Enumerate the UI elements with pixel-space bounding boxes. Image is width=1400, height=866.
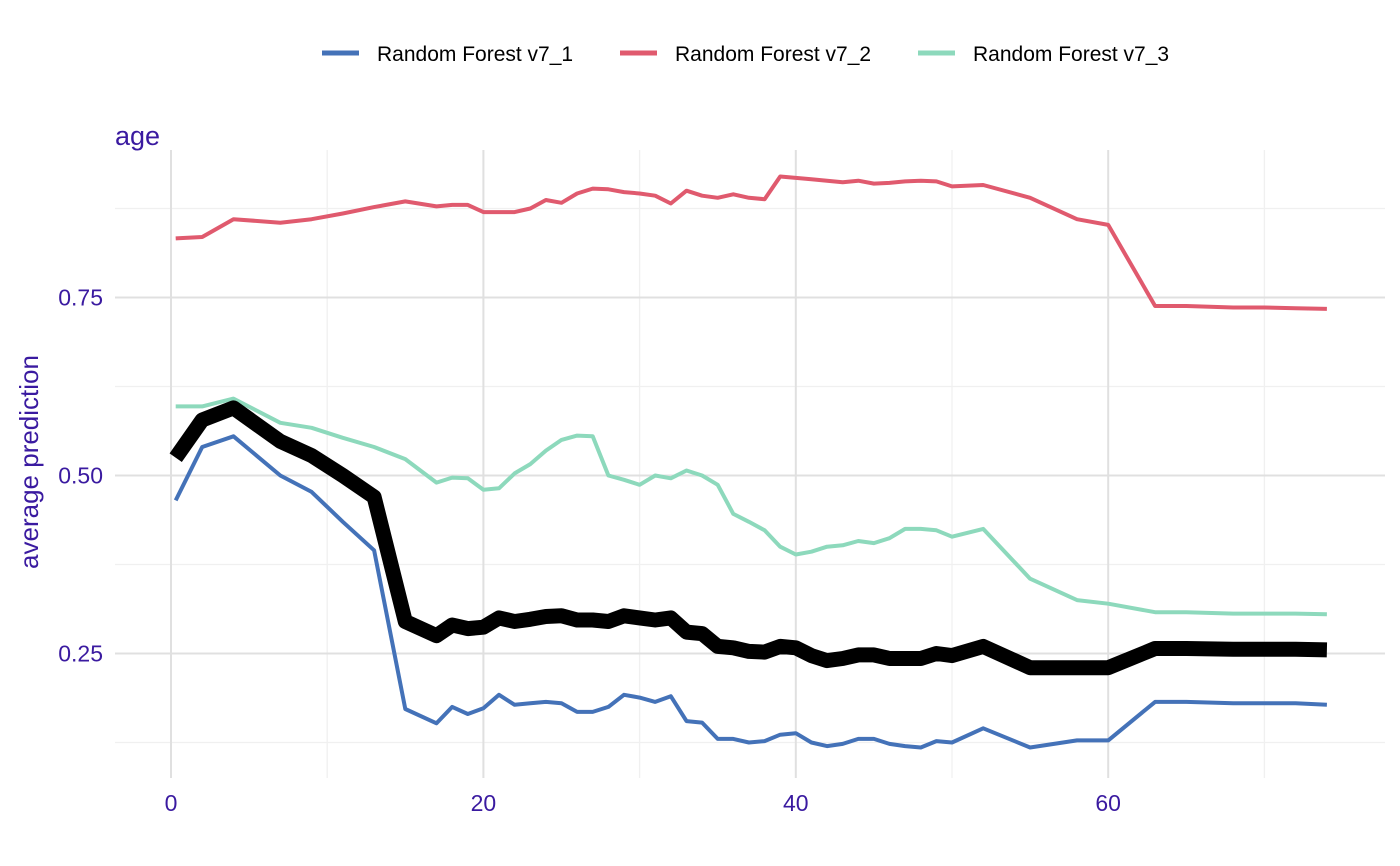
y-axis-tick-labels: 0.25 0.50 0.75 <box>58 285 103 667</box>
x-axis-tick-labels: 0 20 40 60 <box>165 790 1121 816</box>
grid <box>115 150 1385 778</box>
legend-label: Random Forest v7_3 <box>973 43 1169 66</box>
x-tick-label: 0 <box>165 790 178 816</box>
x-tick-label: 40 <box>783 790 809 816</box>
series-lines <box>169 174 1328 750</box>
series-line-2 <box>175 174 1327 311</box>
mean-line <box>169 400 1328 676</box>
legend-item-2: Random Forest v7_2 <box>620 43 871 66</box>
y-tick-label: 0.25 <box>58 641 103 667</box>
legend-label: Random Forest v7_1 <box>377 43 573 66</box>
y-tick-label: 0.50 <box>58 463 103 489</box>
y-tick-label: 0.75 <box>58 285 103 311</box>
legend: Random Forest v7_1 Random Forest v7_2 Rand… <box>322 43 1169 66</box>
legend-item-3: Random Forest v7_3 <box>918 43 1169 66</box>
legend-label: Random Forest v7_2 <box>675 43 871 66</box>
x-tick-label: 60 <box>1095 790 1121 816</box>
y-axis-title: average prediction <box>14 355 44 569</box>
legend-item-1: Random Forest v7_1 <box>322 43 573 66</box>
x-tick-label: 20 <box>471 790 497 816</box>
series-line-3 <box>175 396 1327 617</box>
panel-title: age <box>115 121 160 151</box>
series-line-1 <box>173 434 1327 750</box>
